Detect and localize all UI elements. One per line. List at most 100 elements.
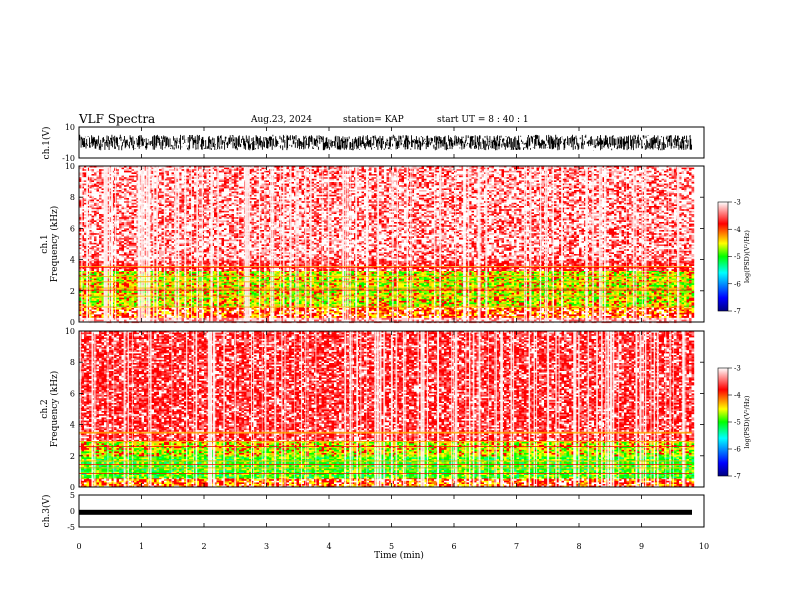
- ch1-spectrogram-cell: [122, 308, 125, 310]
- ch1-spectrogram-cell: [362, 320, 365, 322]
- ch1-spectrogram-cell: [612, 274, 615, 276]
- ch1-spectrogram-cell: [274, 311, 277, 313]
- ch1-spectrogram-cell: [507, 311, 510, 313]
- ch1-spectrogram-cell: [459, 308, 462, 310]
- ch1-spectrogram-cell: [507, 320, 510, 322]
- ch1-spectrogram-cell: [94, 310, 97, 312]
- ch1-spectrogram-cell: [317, 272, 320, 274]
- ch1-spectrogram-cell: [569, 311, 572, 313]
- ch1-spectrogram-cell: [374, 272, 377, 274]
- ch1-spectrogram-cell: [337, 308, 340, 310]
- ch1-spectrogram-cell: [472, 274, 475, 276]
- ch1-spectrogram-cell: [579, 318, 582, 320]
- ch1-spectrogram-cell: [169, 277, 172, 279]
- ch1-spectrogram-cell: [569, 313, 572, 315]
- ch1-spectrogram-cell: [227, 272, 230, 274]
- ch1-spectrogram-cell: [517, 313, 520, 315]
- ch1-spectrogram-cell: [447, 318, 450, 320]
- ch1-spectrogram-cell: [474, 320, 477, 322]
- ch1-spectrogram-cell: [172, 316, 175, 318]
- ch1-spectrogram-cell: [299, 310, 302, 312]
- ch1-spectrogram-cell: [492, 272, 495, 274]
- ch1-spectrogram-cell: [692, 311, 695, 313]
- ch1-spectrogram-cell: [517, 311, 520, 313]
- ch1-spectrogram-cell: [382, 318, 385, 320]
- ch1-spectrogram-cell: [607, 320, 610, 322]
- ch1-spectrogram-cell: [277, 272, 280, 274]
- ch1-spectrogram-cell: [187, 320, 190, 322]
- ch1-spectrogram-cell: [127, 318, 130, 320]
- ch1-spectrogram-cell: [222, 314, 225, 316]
- ch1-spectrogram-cell: [234, 308, 237, 310]
- ch1-spectrogram-cell: [557, 320, 560, 322]
- ch1-spectrogram-cell: [299, 277, 302, 279]
- ch1-spectrogram-cell: [582, 316, 585, 318]
- ch1-spectrogram-cell: [267, 320, 270, 322]
- ch1-spectrogram-cell: [502, 308, 505, 310]
- ch1-spectrogram-cell: [214, 313, 217, 315]
- ch1-spectrogram-cell: [572, 308, 575, 310]
- ch1-spectrogram-cell: [92, 272, 95, 274]
- ch1-spectrogram-cell: [339, 277, 342, 279]
- ch1-spectrogram-cell: [444, 318, 447, 320]
- ch1-spectrogram-cell: [482, 311, 485, 313]
- ch1-spectrogram-cell: [474, 313, 477, 315]
- ch1-spectrogram-cell: [437, 318, 440, 320]
- ch1-spectrogram-cell: [614, 316, 617, 318]
- ch1-spectrogram-cell: [457, 313, 460, 315]
- ch1-spectrogram-cell: [564, 318, 567, 320]
- ch1-spectrogram-cell: [492, 310, 495, 312]
- ch1-spectrogram-cell: [299, 314, 302, 316]
- ch1-spectrogram-cell: [262, 277, 265, 279]
- ch1-spectrogram-cell: [589, 272, 592, 274]
- ch1-spectrogram-cell: [134, 277, 137, 279]
- ch1-spectrogram-cell: [252, 314, 255, 316]
- ch1-spectrogram-cell: [97, 310, 100, 312]
- ch1-spectrogram-cell: [429, 277, 432, 279]
- ch1-spectrogram-cell: [457, 314, 460, 316]
- ch1-spectrogram-cell: [227, 277, 230, 279]
- ch1-spectrogram-cell: [162, 313, 165, 315]
- ch1-spectrogram-cell: [277, 311, 280, 313]
- ch1-spectrogram-cell: [99, 274, 102, 276]
- ch1-spectrogram-cell: [567, 272, 570, 274]
- ch1-spectrogram-cell: [264, 313, 267, 315]
- ch1-spectrogram-cell: [627, 310, 630, 312]
- ch1-spectrogram-cell: [499, 320, 502, 322]
- ch1-spectrogram-cell: [537, 277, 540, 279]
- ch1-spectrogram-cell: [232, 314, 235, 316]
- ch1-spectrogram-cell: [512, 272, 515, 274]
- ch1-spectrogram-cell: [684, 308, 687, 310]
- ch1-spectrogram-cell: [92, 318, 95, 320]
- ch1-spectrogram-cell: [414, 320, 417, 322]
- ch1-spectrogram-cell: [317, 313, 320, 315]
- ch1-spectrogram-cell: [324, 277, 327, 279]
- ch1-spectrogram-cell: [312, 314, 315, 316]
- ch1-spectrogram-cell: [362, 272, 365, 274]
- ch1-spectrogram-cell: [532, 308, 535, 310]
- ch1-spectrogram-cell: [579, 314, 582, 316]
- ch1-spectrogram-cell: [534, 308, 537, 310]
- ch1-spectrogram-cell: [387, 310, 390, 312]
- ch1-spectrogram-cell: [229, 314, 232, 316]
- ch1-spectrogram-cell: [224, 316, 227, 318]
- ch1-spectrogram-cell: [437, 316, 440, 318]
- ch1-spectrogram-cell: [572, 310, 575, 312]
- ch1-spectrogram-cell: [574, 314, 577, 316]
- ch1-spectrogram-cell: [472, 313, 475, 315]
- ch1-spectrogram-cell: [122, 314, 125, 316]
- ch1-spectrogram-cell: [219, 310, 222, 312]
- ch1-spectrogram-cell: [317, 308, 320, 310]
- ch1-spectrogram-cell: [637, 274, 640, 276]
- ch1-spectrogram-cell: [329, 272, 332, 274]
- ch1-spectrogram-cell: [674, 316, 677, 318]
- ch1-spectrogram-cell: [167, 318, 170, 320]
- ch1-spectrogram-cell: [497, 274, 500, 276]
- ch1-spectrogram-cell: [379, 314, 382, 316]
- ch1-spectrogram-cell: [179, 272, 182, 274]
- ch1-spectrogram-cell: [437, 277, 440, 279]
- ch1-spectrogram-cell: [429, 316, 432, 318]
- ch1-spectrogram-cell: [597, 318, 600, 320]
- ch1-spectrogram-cell: [92, 314, 95, 316]
- ch1-spectrogram-cell: [542, 310, 545, 312]
